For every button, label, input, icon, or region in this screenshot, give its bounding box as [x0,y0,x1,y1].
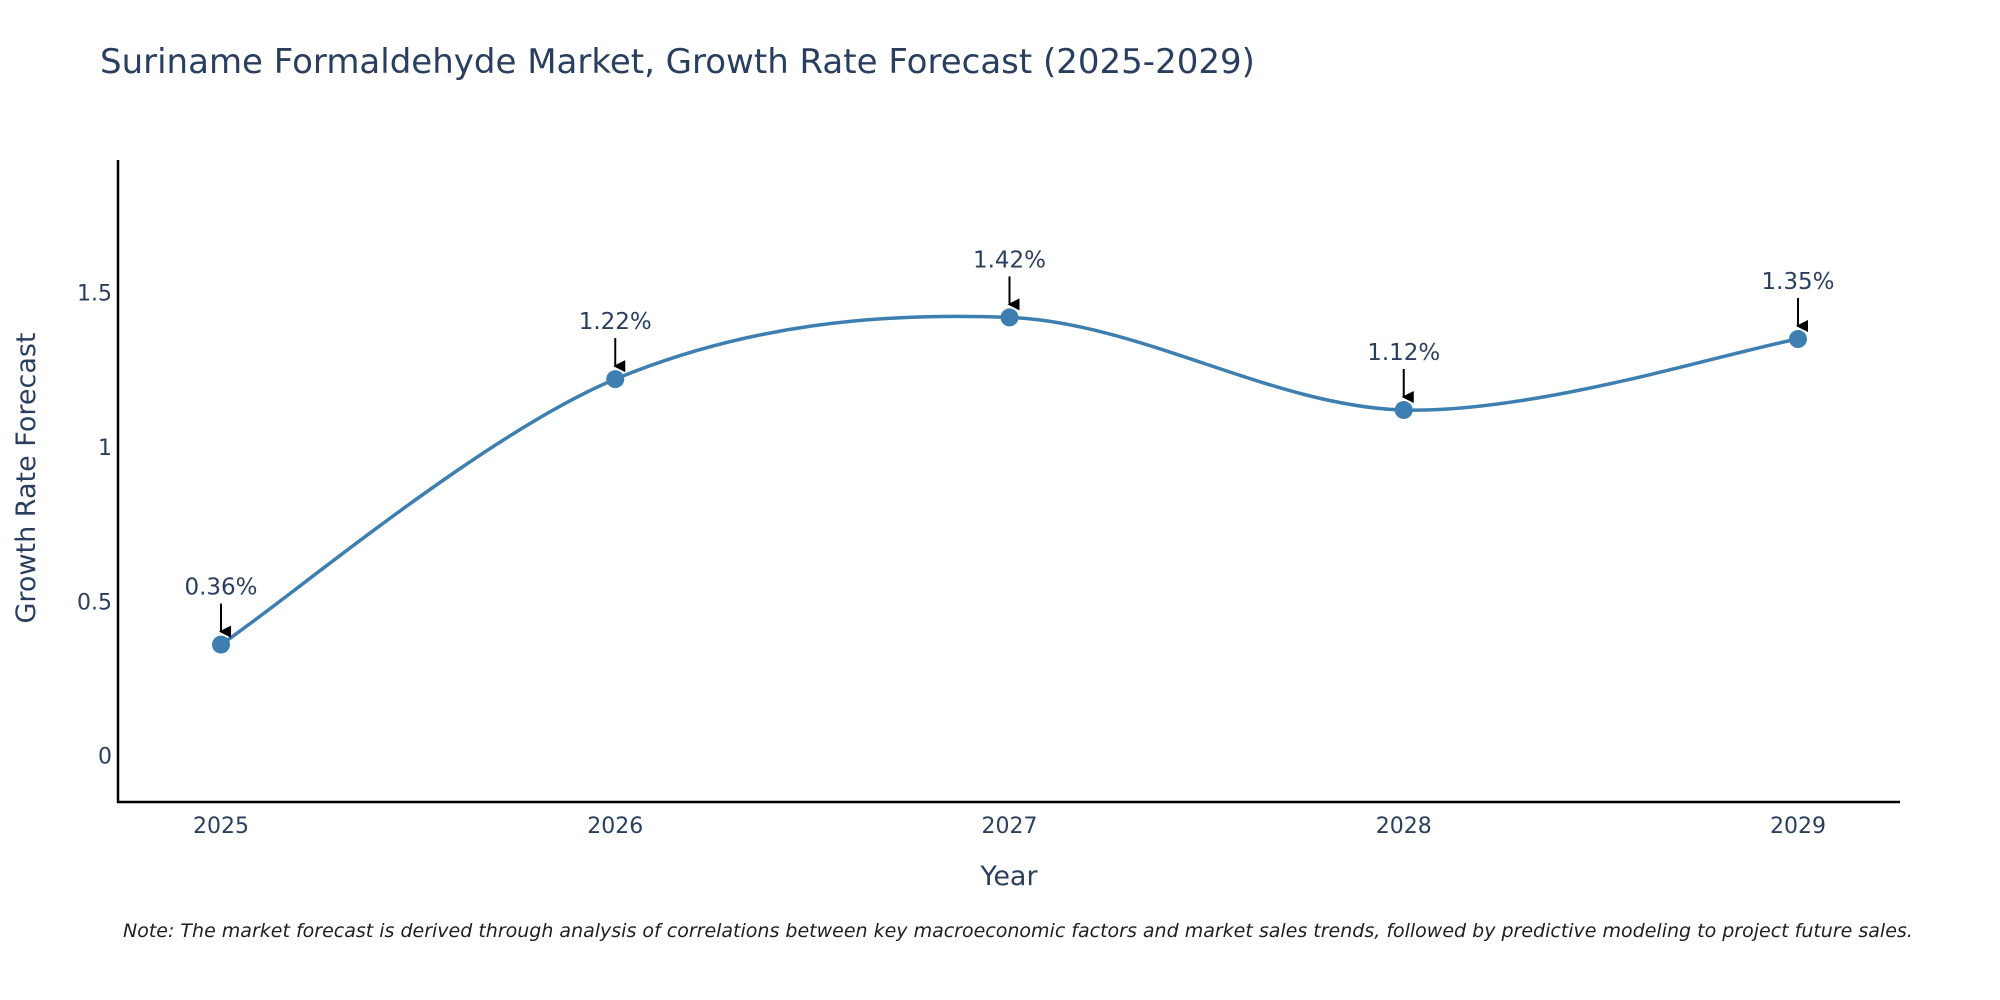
data-point [1394,401,1413,420]
data-label: 0.36% [184,575,257,601]
y-tick-label: 0 [98,745,112,770]
y-axis-title: Growth Rate Forecast [11,332,42,623]
y-tick-label: 0.5 [77,590,112,615]
x-tick-label: 2027 [982,814,1038,839]
x-tick-label: 2028 [1376,814,1432,839]
data-label: 1.12% [1367,340,1440,366]
axes-layer: 0 0.5 1 1.5 2025 2026 2027 2028 2029 [77,160,1900,839]
data-point [606,370,625,389]
data-point [1000,308,1019,327]
data-point [212,635,230,654]
y-tick-label: 1 [98,436,112,461]
x-axis-title: Year [979,861,1038,892]
x-tick-label: 2025 [193,814,249,839]
series-line [220,314,1799,647]
y-tick-label: 1.5 [77,282,112,307]
points-layer [212,308,1807,654]
data-point [1789,330,1807,349]
line-layer [220,314,1799,647]
x-tick-label: 2026 [587,814,643,839]
footnote: Note: The market forecast is derived thr… [123,920,1913,942]
data-label: 1.35% [1761,269,1834,295]
data-label: 1.22% [579,309,652,335]
chart-title: Suriname Formaldehyde Market, Growth Rat… [100,42,1255,82]
annotations-layer: 0.36% 1.22% 1.42% 1.12% 1.35% [184,247,1835,638]
data-label: 1.42% [973,247,1046,273]
x-tick-label: 2029 [1770,814,1826,839]
